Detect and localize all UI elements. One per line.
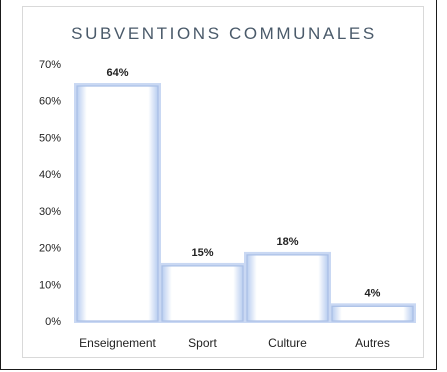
- data-label: 64%: [106, 67, 128, 79]
- y-tick-label: 20%: [39, 243, 61, 255]
- y-tick-label: 50%: [39, 132, 61, 144]
- y-tick-label: 0%: [45, 316, 61, 328]
- bar-enseignement: [76, 85, 159, 322]
- category-labels-group: Enseignement Sport Culture Autres: [79, 336, 390, 350]
- chart-panel: SUBVENTIONS COMMUNALES 0% 10% 20% 30% 40% 50%…: [22, 6, 424, 358]
- data-labels-group: 64% 15% 18% 4%: [106, 67, 380, 299]
- bar-sport: [161, 265, 244, 322]
- chart-title: SUBVENTIONS COMMUNALES: [71, 24, 377, 43]
- y-axis-tick-labels: 0% 10% 20% 30% 40% 50% 60% 70%: [39, 59, 61, 328]
- data-label: 18%: [276, 236, 298, 248]
- category-label: Enseignement: [79, 336, 156, 350]
- data-label: 15%: [191, 247, 213, 259]
- category-label: Culture: [268, 336, 307, 350]
- y-tick-label: 60%: [39, 96, 61, 108]
- y-tick-label: 70%: [39, 59, 61, 71]
- category-label: Sport: [188, 336, 217, 350]
- category-label: Autres: [355, 336, 390, 350]
- bar-chart: SUBVENTIONS COMMUNALES 0% 10% 20% 30% 40% 50%…: [39, 24, 416, 350]
- y-tick-label: 40%: [39, 169, 61, 181]
- bar-culture: [246, 254, 329, 322]
- y-tick-label: 10%: [39, 279, 61, 291]
- page-frame: [0, 0, 437, 370]
- y-tick-label: 30%: [39, 206, 61, 218]
- data-label: 4%: [365, 287, 381, 299]
- bars-group: [74, 83, 416, 324]
- bar-autres: [331, 305, 414, 322]
